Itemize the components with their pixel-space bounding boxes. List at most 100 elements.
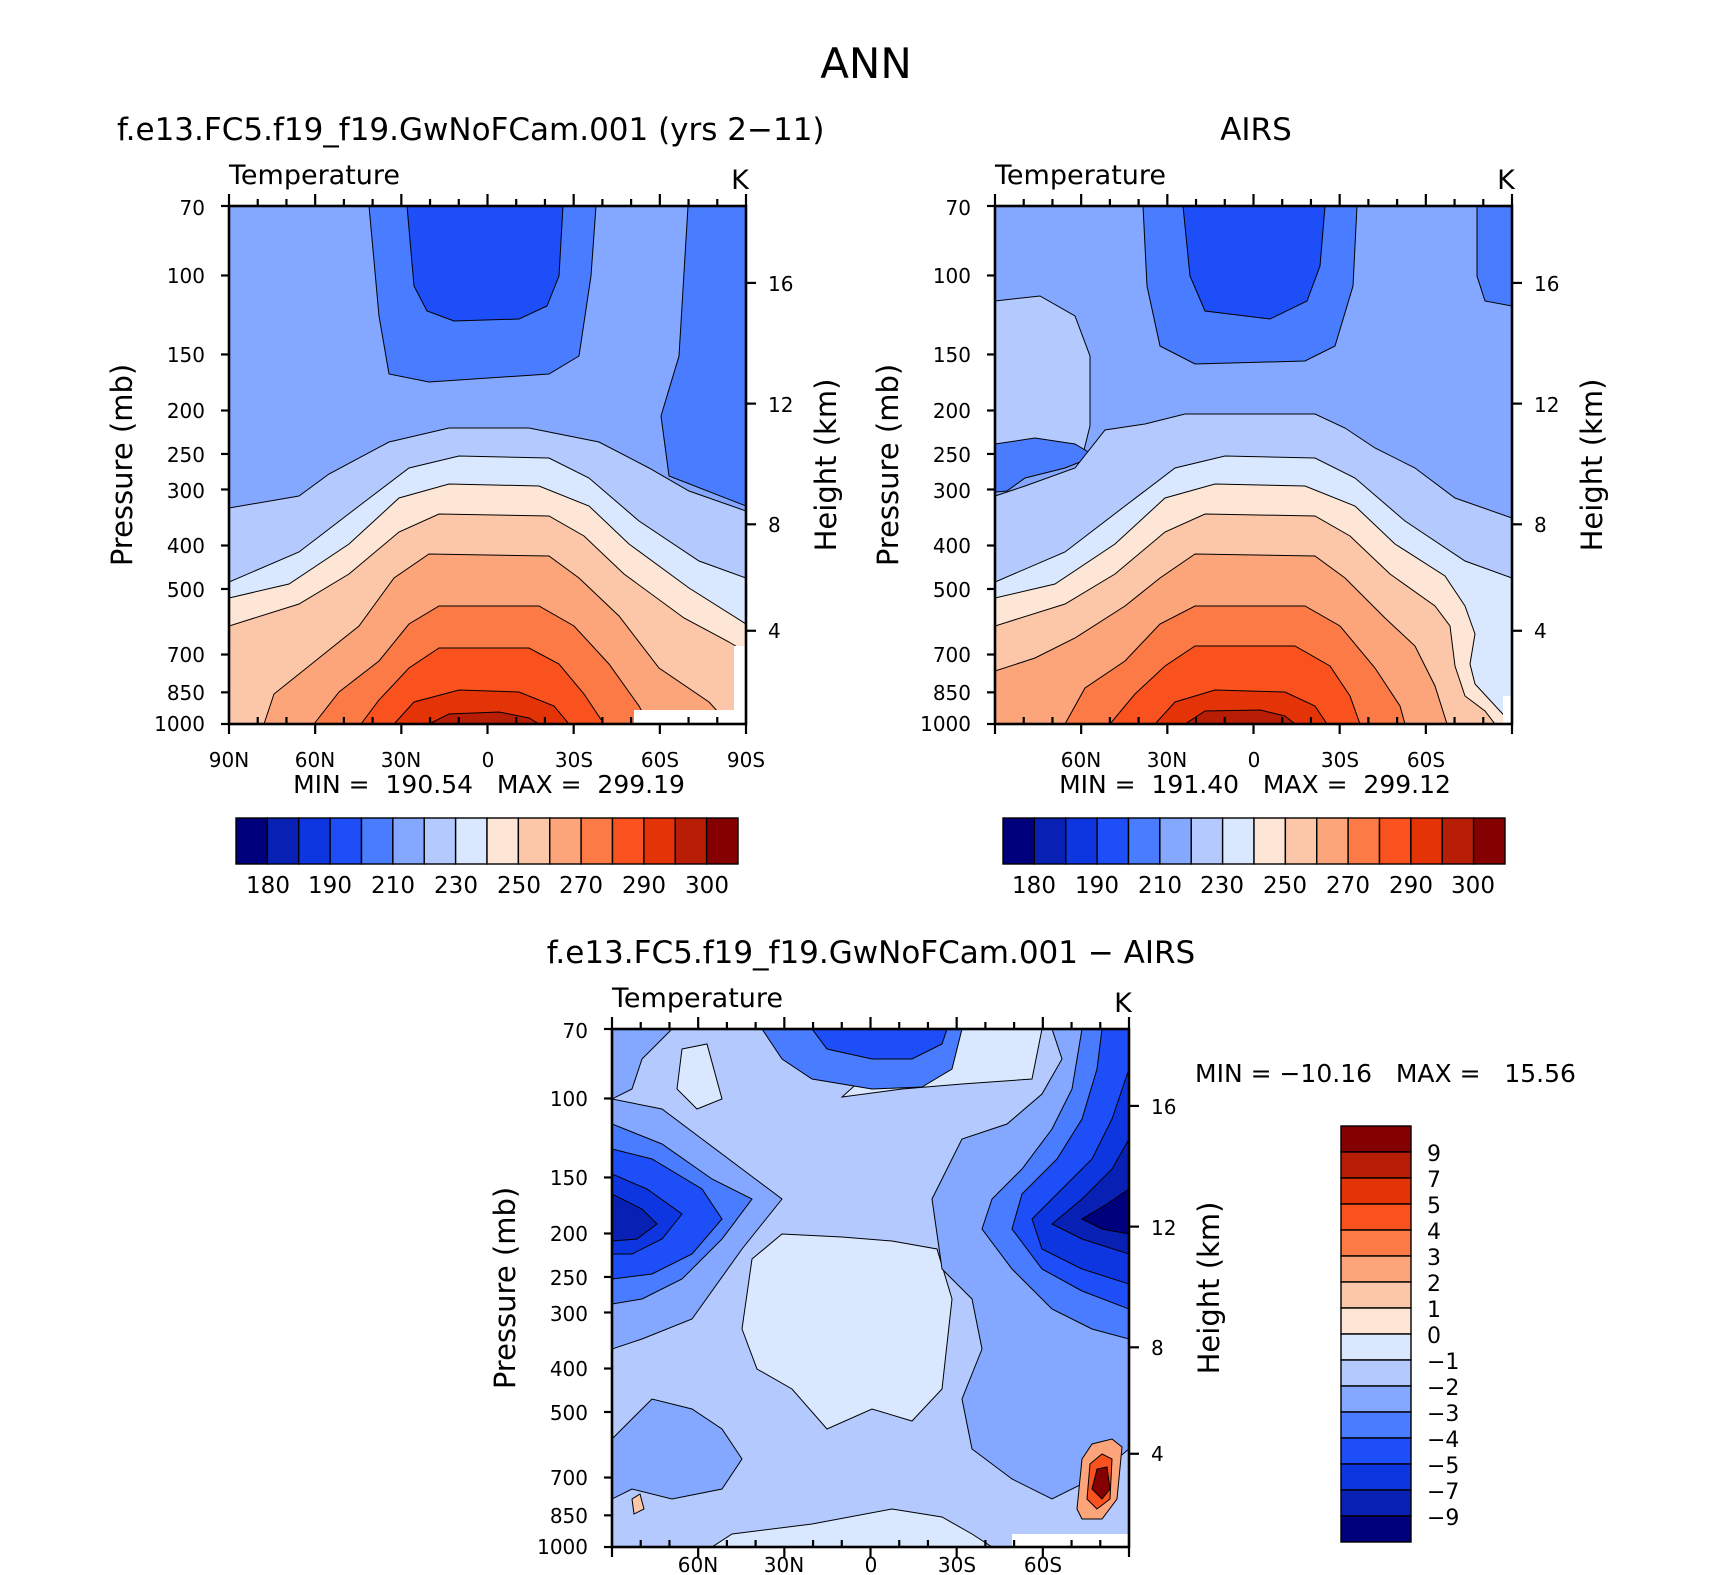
- colorbar-box: [1002, 817, 1036, 865]
- colorbar-box: [1340, 1125, 1412, 1153]
- y-axis-label: Pressure (mb): [105, 364, 139, 566]
- min-max-stats: MIN = 191.40 MAX = 299.12: [1059, 770, 1451, 799]
- y-axis-label: Pressure (mb): [488, 1187, 522, 1389]
- y-tick-label: 200: [550, 1222, 588, 1246]
- variable-label: Temperature: [228, 160, 400, 191]
- height-tick-label: 12: [1151, 1216, 1176, 1240]
- colorbar-box: [266, 817, 300, 865]
- contour-band-warm-anomaly-high: [1091, 1466, 1111, 1500]
- x-tick-label: 60N: [678, 1553, 718, 1575]
- y-tick-label: 1000: [537, 1535, 588, 1559]
- colorbar-box: [1065, 817, 1098, 865]
- colorbar-box: [423, 817, 457, 865]
- y-tick-label: 400: [550, 1357, 588, 1381]
- y-tick-label: 100: [550, 1087, 588, 1111]
- contour-band-near-zero-surface: [711, 1508, 993, 1547]
- y-right-axis-label: Height (km): [1575, 379, 1609, 552]
- contour-band-minus5: [811, 1029, 948, 1060]
- y-tick-label: 400: [933, 534, 971, 558]
- x-tick-label: 60N: [1061, 748, 1101, 772]
- colorbar-label: 9: [1427, 1142, 1441, 1167]
- colorbar: [1340, 1125, 1412, 1543]
- colorbar-label: −9: [1427, 1506, 1459, 1531]
- y-tick-label: 500: [550, 1401, 588, 1425]
- min-max-stats: MIN = 190.54 MAX = 299.19: [293, 770, 685, 799]
- colorbar-label: −7: [1427, 1480, 1459, 1505]
- x-tick-label: 30N: [381, 748, 421, 772]
- y-tick-label: 250: [167, 443, 205, 467]
- contour-band-positive-spot: [631, 1493, 645, 1515]
- panel-model: f.e13.FC5.f19_f19.GwNoFCam.001 (yrs 2−11…: [105, 112, 843, 899]
- missing-data-region: [734, 646, 746, 724]
- colorbar-box: [1340, 1177, 1412, 1205]
- colorbar-label: 180: [1012, 873, 1056, 899]
- y-tick-label: 250: [933, 443, 971, 467]
- colorbar-label: 290: [1389, 873, 1433, 899]
- colorbar-label: 180: [246, 873, 290, 899]
- x-tick-label: 30N: [764, 1553, 804, 1575]
- height-tick-label: 16: [1534, 272, 1559, 296]
- colorbar-label: 5: [1427, 1194, 1441, 1219]
- colorbar-box: [1284, 817, 1318, 865]
- height-tick-label: 8: [768, 513, 781, 537]
- colorbar-box: [1159, 817, 1192, 865]
- contour-field: [612, 1029, 1129, 1547]
- colorbar-box: [298, 817, 331, 865]
- x-tick-label: 30S: [938, 1553, 976, 1575]
- panel-title: AIRS: [1220, 112, 1292, 148]
- colorbar-label: 250: [497, 873, 541, 899]
- y-tick-label: 500: [933, 578, 971, 602]
- y-tick-label: 300: [550, 1302, 588, 1326]
- y-tick-label: 850: [933, 681, 971, 705]
- colorbar-box: [454, 817, 488, 865]
- colorbar-labels: 9 7 5 4 3 2 1 0 −1 −2 −3 −4 −5 −7 −9: [1427, 1142, 1459, 1531]
- height-tick-label: 16: [768, 272, 793, 296]
- contour-band-minus9-left: [612, 1193, 658, 1242]
- y-tick-labels: 70 100 150 200 250 300 400 500 700 850 1…: [154, 196, 205, 736]
- y-tick-label: 200: [167, 399, 205, 423]
- y-tick-label: 300: [167, 479, 205, 503]
- colorbar-label: 250: [1263, 873, 1307, 899]
- contour-field: [229, 206, 746, 724]
- colorbar-box: [1340, 1229, 1412, 1257]
- y-tick-label: 1000: [920, 712, 971, 736]
- units-label: K: [1497, 165, 1516, 196]
- figure-title: ANN: [820, 39, 912, 88]
- colorbar-label: 270: [1326, 873, 1370, 899]
- x-tick-label: 30N: [1147, 748, 1187, 772]
- colorbar-box: [1340, 1385, 1412, 1413]
- units-label: K: [731, 165, 750, 196]
- x-tick-label: 30S: [1321, 748, 1359, 772]
- variable-label: Temperature: [994, 160, 1166, 191]
- colorbar-box: [392, 817, 425, 865]
- height-tick-label: 4: [1151, 1442, 1164, 1466]
- colorbar-box: [235, 817, 269, 865]
- y-tick-label: 500: [167, 578, 205, 602]
- colorbar-label: 2: [1427, 1272, 1441, 1297]
- colorbar-label: 290: [622, 873, 666, 899]
- y-tick-label: 700: [550, 1466, 588, 1490]
- x-tick-label: 60S: [1024, 1553, 1062, 1575]
- y-right-tick-labels: 16 12 8 4: [768, 272, 793, 643]
- colorbar-box: [517, 817, 551, 865]
- colorbar-label: 190: [308, 873, 352, 899]
- colorbar: [235, 817, 739, 865]
- colorbar-label: −5: [1427, 1454, 1459, 1479]
- colorbar-box: [1340, 1515, 1412, 1543]
- colorbar-box: [1340, 1255, 1412, 1283]
- min-max-stats: MIN = −10.16 MAX = 15.56: [1195, 1059, 1576, 1088]
- colorbar-box: [1340, 1307, 1412, 1335]
- colorbar-label: 230: [434, 873, 478, 899]
- colorbar-label: 230: [1200, 873, 1244, 899]
- contour-band-min: [1080, 1188, 1129, 1235]
- colorbar: [1002, 817, 1506, 865]
- y-tick-label: 700: [933, 643, 971, 667]
- x-tick-label: 60S: [641, 748, 679, 772]
- y-tick-label: 150: [933, 343, 971, 367]
- y-tick-labels: 70 100 150 200 250 300 400 500 700 850 1…: [920, 196, 971, 736]
- y-tick-label: 1000: [154, 712, 205, 736]
- colorbar-box: [1347, 817, 1381, 865]
- colorbar-box: [1340, 1333, 1412, 1361]
- x-tick-label: 0: [865, 1553, 878, 1575]
